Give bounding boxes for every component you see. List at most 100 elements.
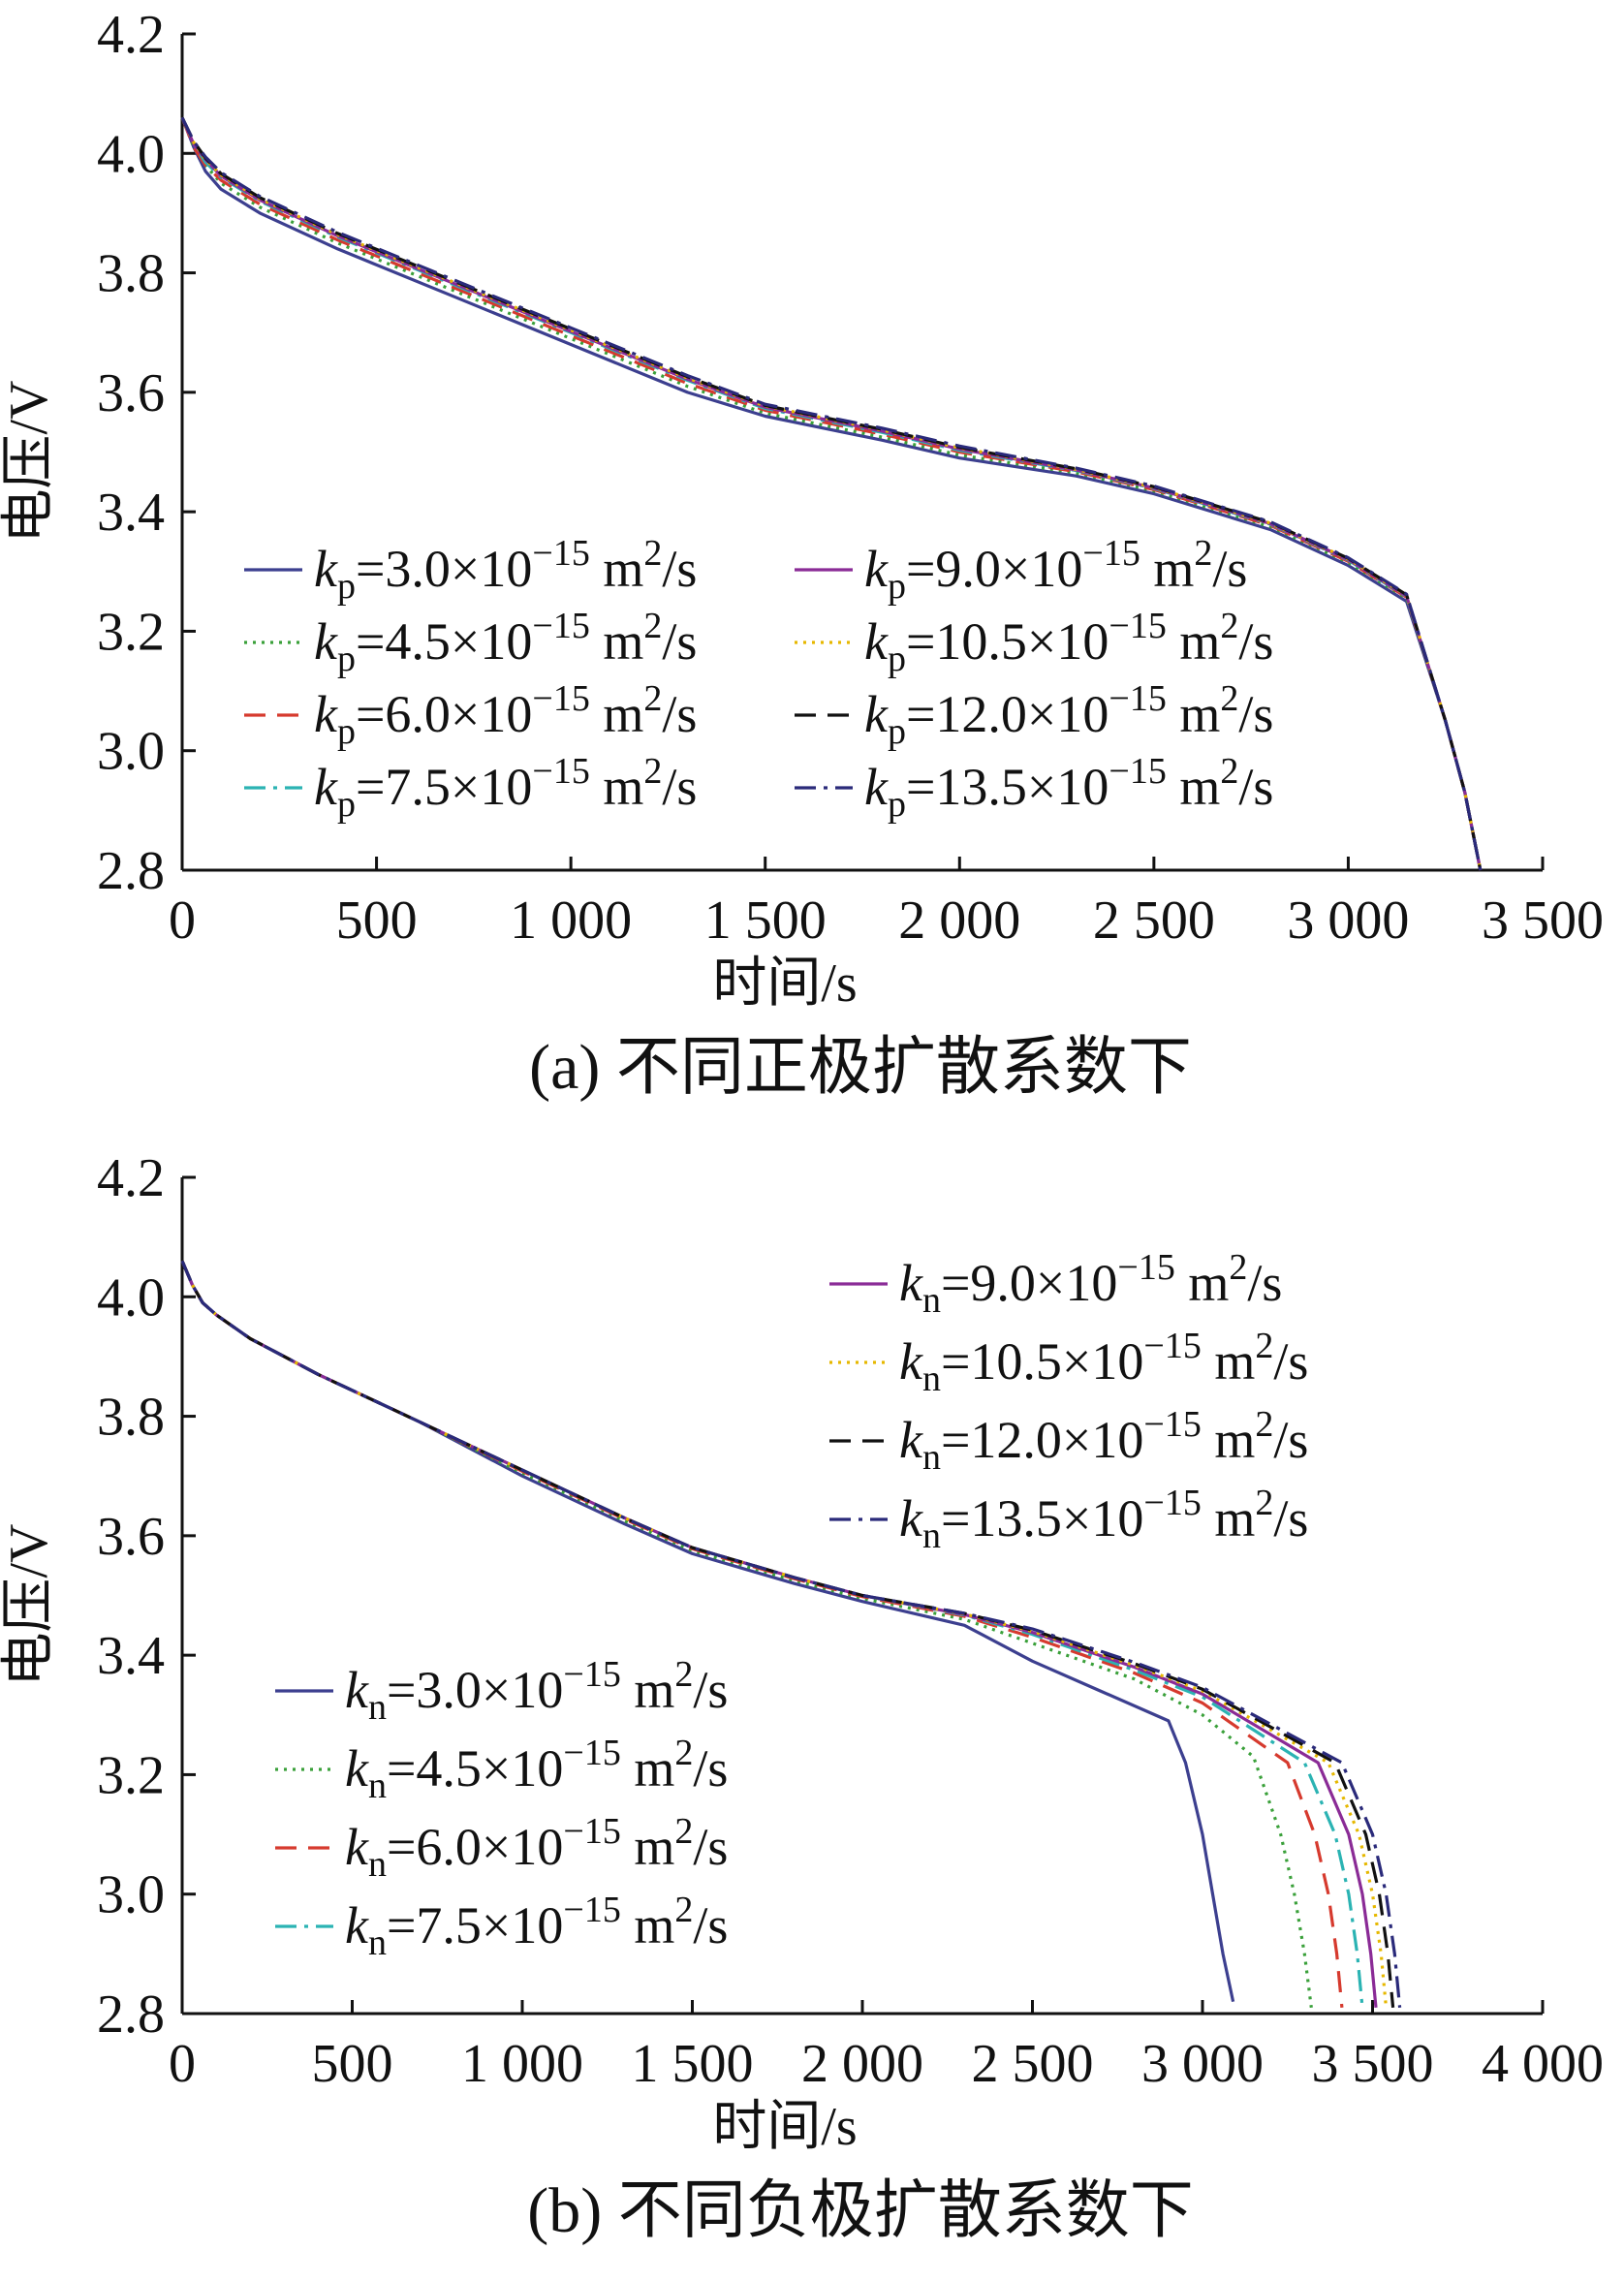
legend-unit_tail: /s	[1273, 1489, 1308, 1547]
x-tick-label: 0	[169, 2034, 196, 2094]
y-tick-label: 2.8	[97, 841, 165, 901]
legend-sub: p	[888, 566, 906, 607]
legend-label: kp=9.0×10−15 m2/s	[864, 533, 1247, 607]
legend-unit_tail: /s	[693, 1661, 728, 1719]
legend-sub: n	[368, 1844, 387, 1885]
y-tick-label: 3.6	[97, 363, 165, 423]
legend-sub: p	[337, 784, 356, 825]
x-tick-label: 3 000	[1287, 891, 1409, 951]
panel-caption: (b) 不同负极扩散系数下	[527, 2175, 1193, 2246]
x-tick-label: 3 000	[1141, 2034, 1264, 2094]
x-tick-label: 1 000	[510, 891, 632, 951]
legend-exp: −15	[1109, 606, 1166, 646]
legend-label: kn=10.5×10−15 m2/s	[899, 1326, 1308, 1399]
legend-val: =6.0×10	[387, 1818, 563, 1876]
legend-unit_exp: 2	[1255, 1404, 1273, 1445]
legend-sub: n	[922, 1359, 941, 1399]
y-axis-label: 电压/V	[0, 381, 59, 544]
legend-unit_tail: /s	[1238, 685, 1273, 743]
legend-unit: m	[621, 1896, 675, 1954]
legend-sub: n	[368, 1766, 387, 1806]
legend-unit_tail: /s	[662, 540, 697, 598]
series-line-a-p-7	[180, 116, 1483, 871]
legend-sym: k	[864, 758, 889, 816]
legend-unit: m	[1202, 1411, 1256, 1469]
legend-sym: k	[899, 1332, 923, 1391]
legend-sub: n	[368, 1923, 387, 1963]
y-tick-label: 3.2	[97, 602, 165, 662]
legend-unit_tail: /s	[1212, 540, 1247, 598]
legend-sym: k	[314, 685, 338, 743]
legend-exp: −15	[563, 1811, 620, 1852]
series-line-a-p-0	[180, 116, 1483, 871]
legend-unit_tail: /s	[1238, 612, 1273, 671]
legend-sym: k	[899, 1411, 923, 1469]
legend-unit_tail: /s	[1238, 758, 1273, 816]
legend-unit_tail: /s	[1247, 1254, 1282, 1312]
legend-unit_exp: 2	[643, 678, 662, 719]
series-line-b-n-7	[180, 1260, 1402, 2008]
legend-label: kp=3.0×10−15 m2/s	[314, 533, 697, 607]
y-axis-label: 电压/V	[0, 1524, 59, 1687]
x-tick-label: 1 500	[632, 2034, 754, 2094]
legend-unit: m	[1202, 1489, 1256, 1547]
legend-unit: m	[590, 758, 644, 816]
legend-label: kp=12.0×10−15 m2/s	[864, 678, 1273, 752]
legend-sym: k	[864, 540, 889, 598]
panel-a-voltage-chart: 0 500 1 000 1 500 2 000 2 500 3 000 3 500 2.8 3.0…	[0, 5, 1604, 1103]
legend-val: =4.5×10	[356, 612, 532, 671]
x-tick-label: 4 000	[1482, 2034, 1604, 2094]
legend-unit_tail: /s	[662, 612, 697, 671]
legend-label: kn=3.0×10−15 m2/s	[345, 1654, 728, 1728]
legend-exp: −15	[532, 533, 589, 574]
legend-unit_exp: 2	[1229, 1247, 1247, 1288]
legend-exp: −15	[1143, 1404, 1201, 1445]
legend-val: =6.0×10	[356, 685, 532, 743]
legend-unit_exp: 2	[1255, 1483, 1273, 1523]
x-tick-label: 500	[312, 2034, 393, 2094]
legend-val: =3.0×10	[356, 540, 532, 598]
legend-sub: p	[888, 639, 906, 679]
x-tick-label: 1 500	[704, 891, 827, 951]
legend-label: kn=12.0×10−15 m2/s	[899, 1404, 1308, 1478]
legend-unit: m	[590, 612, 644, 671]
legend-sub: p	[888, 784, 906, 825]
legend-sym: k	[345, 1661, 369, 1719]
legend-sym: k	[345, 1739, 369, 1797]
legend-label: kn=4.5×10−15 m2/s	[345, 1733, 728, 1806]
legend-unit_exp: 2	[1220, 606, 1238, 646]
legend-label: kp=13.5×10−15 m2/s	[864, 751, 1273, 825]
legend-exp: −15	[563, 1654, 620, 1695]
legend-exp: −15	[563, 1890, 620, 1930]
legend-label: kp=7.5×10−15 m2/s	[314, 751, 697, 825]
panel-caption: (a) 不同正极扩散系数下	[529, 1032, 1192, 1103]
legend-unit: m	[1167, 685, 1221, 743]
legend-val: =3.0×10	[387, 1661, 563, 1719]
legend-sub: p	[888, 711, 906, 752]
y-tick-label: 3.6	[97, 1507, 165, 1567]
legend-unit_exp: 2	[674, 1890, 693, 1930]
legend-sub: n	[368, 1687, 387, 1728]
y-tick-label: 4.0	[97, 124, 165, 184]
legend-unit_tail: /s	[1273, 1411, 1308, 1469]
legend-sub: p	[337, 639, 356, 679]
legend-unit_exp: 2	[674, 1811, 693, 1852]
y-tick-label: 3.8	[97, 244, 165, 304]
legend-val: =12.0×10	[941, 1411, 1143, 1469]
legend-val: =10.5×10	[906, 612, 1109, 671]
legend-val: =10.5×10	[941, 1332, 1143, 1391]
x-tick-label: 2 500	[972, 2034, 1094, 2094]
y-tick-label: 3.8	[97, 1388, 165, 1448]
legend-unit_exp: 2	[674, 1733, 693, 1773]
legend-sub: p	[337, 566, 356, 607]
y-tick-label: 3.0	[97, 1865, 165, 1925]
legend-val: =4.5×10	[387, 1739, 563, 1797]
legend-exp: −15	[1082, 533, 1140, 574]
legend-label: kp=4.5×10−15 m2/s	[314, 606, 697, 679]
y-tick-label: 3.4	[97, 1626, 165, 1686]
legend-unit_exp: 2	[1220, 678, 1238, 719]
x-tick-label: 2 500	[1093, 891, 1215, 951]
legend-sub: n	[922, 1516, 941, 1556]
legend-label: kp=10.5×10−15 m2/s	[864, 606, 1273, 679]
